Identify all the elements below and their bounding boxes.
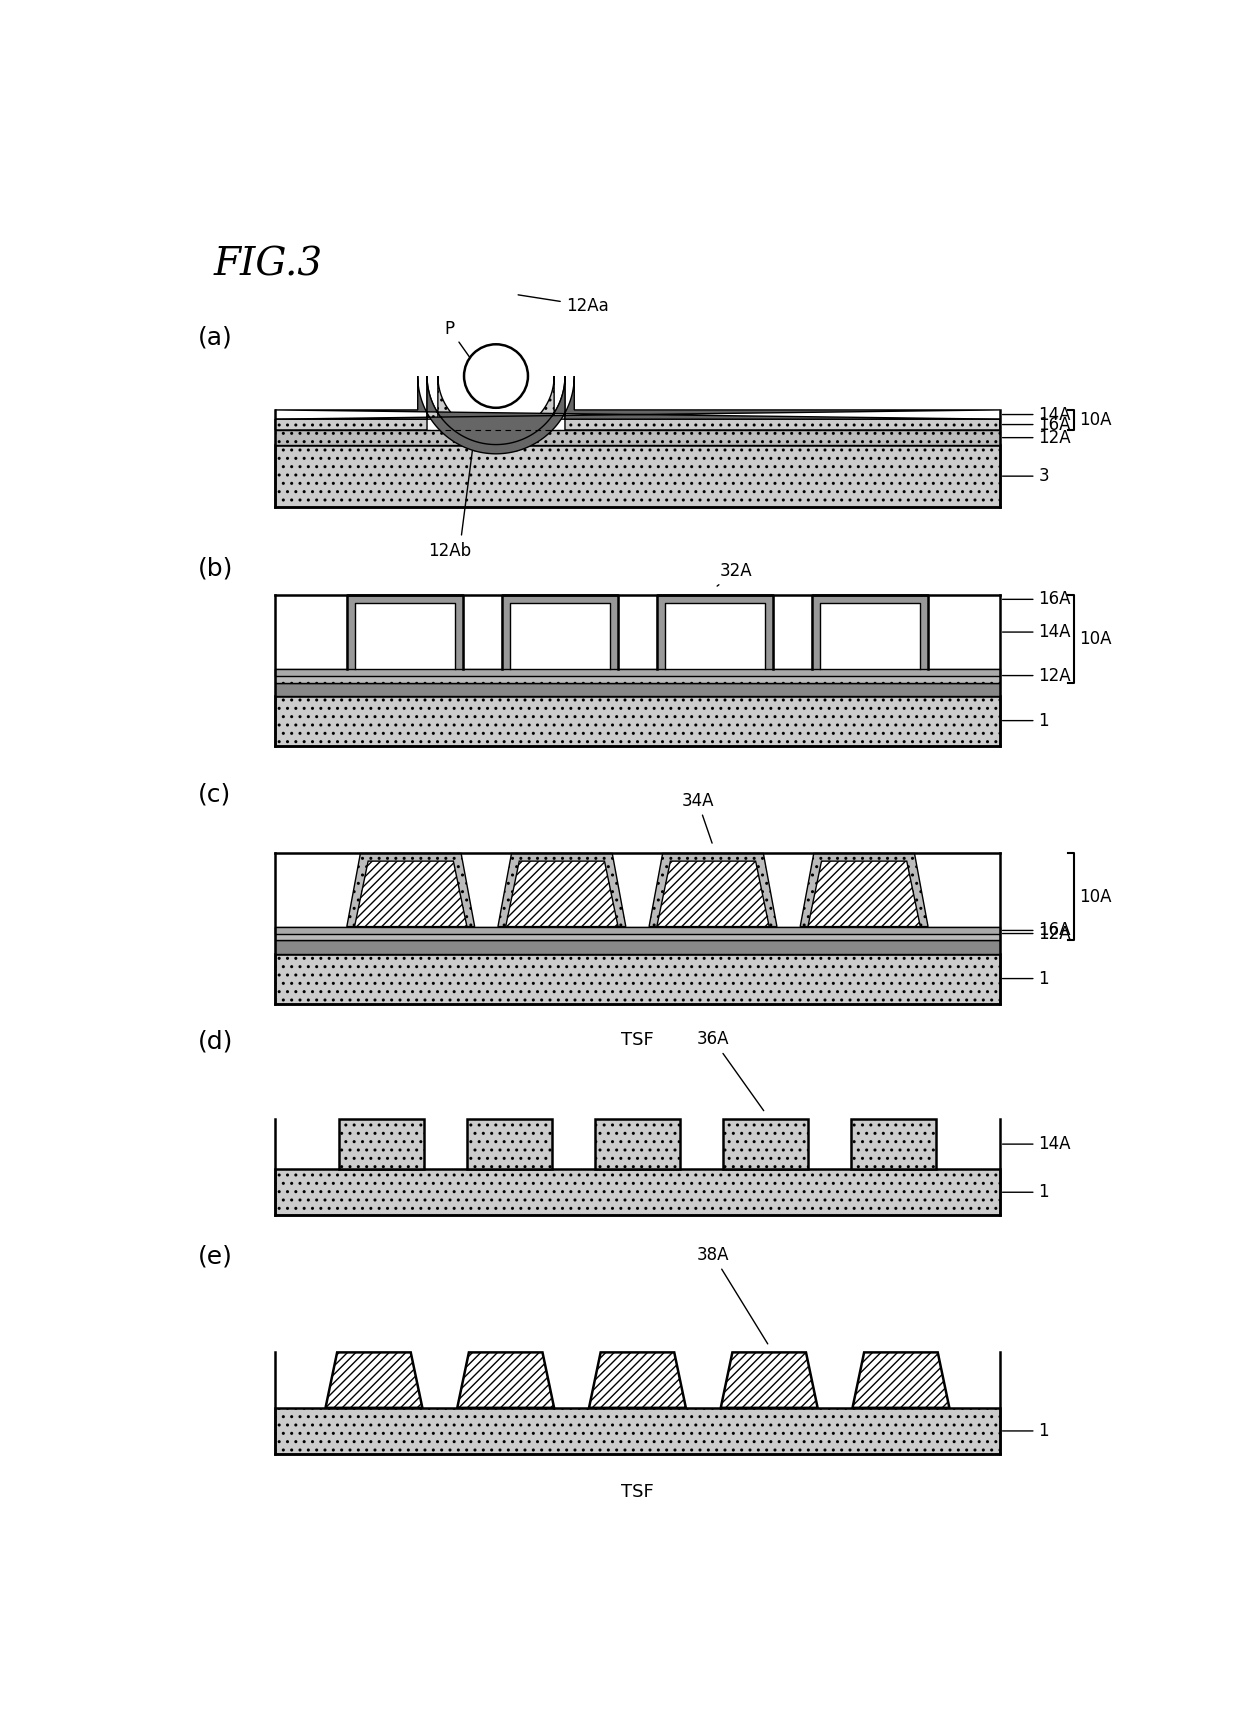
Text: 12Aa: 12Aa [518,294,609,315]
Text: (b): (b) [197,556,233,580]
Polygon shape [325,1352,423,1409]
Polygon shape [355,603,455,668]
Polygon shape [275,940,999,954]
Text: P: P [444,320,477,367]
Text: 3: 3 [1002,467,1049,486]
Text: 12A: 12A [1002,666,1071,685]
Text: (d): (d) [197,1030,233,1052]
Text: 16A: 16A [1002,921,1071,940]
Polygon shape [657,861,769,926]
Polygon shape [275,696,999,746]
Polygon shape [808,861,920,926]
Text: 32A: 32A [717,563,753,585]
Polygon shape [467,1119,552,1169]
Polygon shape [510,603,610,668]
Polygon shape [455,596,463,668]
Text: 10A: 10A [1079,630,1111,647]
Polygon shape [765,596,773,668]
Text: 16A: 16A [1002,415,1071,434]
Polygon shape [458,1352,554,1409]
Text: (c): (c) [197,782,231,806]
Text: 10A: 10A [1079,889,1111,906]
Polygon shape [347,596,355,668]
Polygon shape [347,596,463,603]
Text: (e): (e) [197,1245,233,1269]
Polygon shape [610,596,618,668]
Text: 16A: 16A [1002,591,1071,608]
Polygon shape [275,926,999,940]
Polygon shape [275,668,999,677]
Text: 36A: 36A [697,1030,764,1111]
Text: (a): (a) [197,325,232,350]
Text: 14A: 14A [1002,1135,1071,1154]
Polygon shape [920,596,928,668]
Text: 38A: 38A [697,1247,768,1343]
Text: 12A: 12A [1002,925,1071,942]
Text: 34A: 34A [681,792,714,844]
Polygon shape [275,446,999,506]
Polygon shape [820,603,920,668]
Polygon shape [820,603,920,668]
Polygon shape [665,603,765,668]
Polygon shape [506,861,618,926]
Polygon shape [723,1119,808,1169]
Text: 14A: 14A [1002,406,1071,424]
Polygon shape [657,596,773,668]
Polygon shape [275,430,999,446]
Polygon shape [347,854,475,926]
Polygon shape [812,596,928,603]
Polygon shape [275,375,999,444]
Polygon shape [498,854,626,926]
Polygon shape [275,1409,999,1453]
Polygon shape [800,854,928,926]
Text: 1: 1 [1002,969,1049,987]
Polygon shape [275,668,999,682]
Polygon shape [649,854,777,926]
Text: 1: 1 [1002,1183,1049,1202]
Polygon shape [720,1352,817,1409]
Polygon shape [275,375,999,455]
Polygon shape [502,596,510,668]
Polygon shape [355,603,455,668]
Polygon shape [275,954,999,1004]
Polygon shape [502,596,618,668]
Polygon shape [812,596,928,668]
Polygon shape [275,926,999,935]
Polygon shape [595,1119,680,1169]
Polygon shape [510,603,610,668]
Polygon shape [853,1352,950,1409]
Polygon shape [657,596,773,603]
Text: 12Ab: 12Ab [428,542,471,560]
Text: TSF: TSF [621,1030,653,1049]
Polygon shape [347,596,463,668]
Polygon shape [275,1169,999,1216]
Text: 14A: 14A [1002,623,1071,641]
Circle shape [464,344,528,408]
Text: TSF: TSF [621,1483,653,1502]
Polygon shape [812,596,820,668]
Polygon shape [275,682,999,696]
Text: FIG.3: FIG.3 [213,246,322,284]
Text: 12A: 12A [1002,429,1071,446]
Polygon shape [589,1352,686,1409]
Polygon shape [355,861,467,926]
Polygon shape [502,596,618,603]
Text: 1: 1 [1002,711,1049,730]
Polygon shape [851,1119,936,1169]
Polygon shape [665,603,765,668]
Polygon shape [657,596,665,668]
Polygon shape [339,1119,424,1169]
Text: 10A: 10A [1079,412,1111,429]
Text: 1: 1 [1002,1422,1049,1440]
